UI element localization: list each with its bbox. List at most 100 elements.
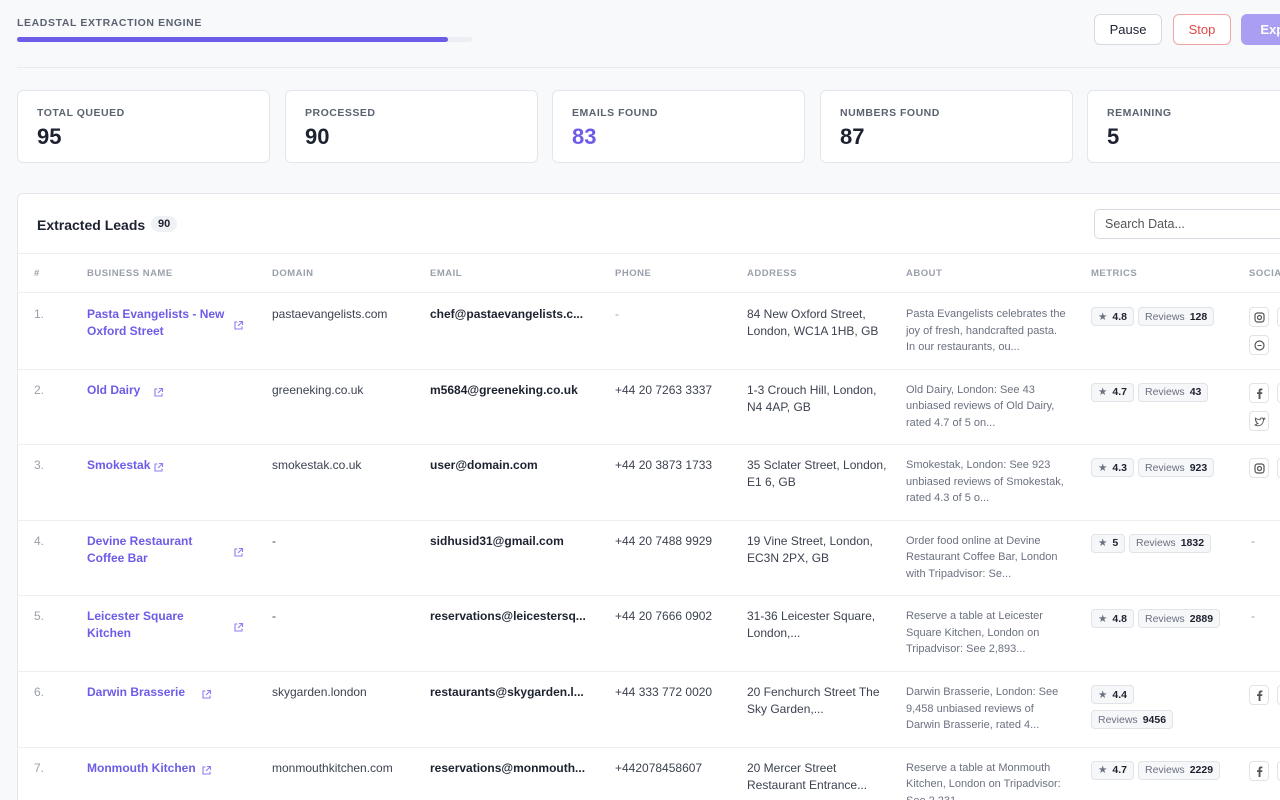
row-divider xyxy=(18,368,1280,370)
column-header: PHONE xyxy=(615,268,652,279)
social-icon[interactable] xyxy=(1249,458,1269,479)
social-empty: - xyxy=(1251,609,1255,624)
reviews-count: 2229 xyxy=(1189,764,1214,777)
business-name[interactable]: Darwin Brasserie xyxy=(87,685,186,699)
domain: smokestak.co.uk xyxy=(272,458,362,473)
social-icon[interactable] xyxy=(1277,760,1280,781)
app-title: LEADSTAL EXTRACTION ENGINE xyxy=(17,17,202,29)
search-input[interactable]: Search Data... xyxy=(1094,209,1280,239)
panel-title: Extracted Leads xyxy=(37,217,146,233)
social-icon[interactable] xyxy=(1249,410,1269,431)
address: 35 Sclater Street, London, E1 6, GB xyxy=(747,458,887,490)
column-header: SOCIAL xyxy=(1249,268,1280,279)
row-index: 7. xyxy=(34,760,45,775)
pause-button[interactable]: Pause xyxy=(1094,14,1162,45)
business-name[interactable]: Leicester Square Kitchen xyxy=(87,609,184,641)
phone: +44 20 7666 0902 xyxy=(615,609,713,624)
social-icon[interactable] xyxy=(1277,458,1280,479)
reviews-chip: Reviews 128 xyxy=(1138,307,1215,326)
phone: +44 20 7263 3337 xyxy=(615,382,713,397)
address: 20 Fenchurch Street The Sky Garden,... xyxy=(747,685,880,716)
row-index: 6. xyxy=(34,685,45,699)
column-header: BUSINESS NAME xyxy=(87,268,173,279)
stat-label: TOTAL QUEUED xyxy=(37,107,125,119)
row-index: 5. xyxy=(34,609,45,624)
reviews-label: Reviews xyxy=(1145,386,1185,399)
rating: 5 xyxy=(1112,537,1119,550)
address: 19 Vine Street, London, EC3N 2PX, GB xyxy=(747,533,873,565)
social-icon[interactable] xyxy=(1249,335,1269,355)
social-icon[interactable] xyxy=(1249,307,1269,327)
phone: +44 20 3873 1733 xyxy=(615,458,713,473)
domain: - xyxy=(272,609,276,624)
reviews-chip: Reviews 9456 xyxy=(1091,710,1174,729)
email: reservations@monmouth... xyxy=(430,760,586,775)
divider xyxy=(18,253,1280,254)
business-name[interactable]: Smokestak xyxy=(87,458,151,473)
row-divider xyxy=(18,444,1280,446)
email: sidhusid31@gmail.com xyxy=(430,533,564,548)
column-header: METRICS xyxy=(1091,268,1138,279)
progress-track xyxy=(17,37,472,42)
social-icon[interactable] xyxy=(1249,685,1269,705)
stop-button[interactable]: Stop xyxy=(1173,14,1231,45)
phone: +44 20 7488 9929 xyxy=(615,533,713,548)
external-link-icon[interactable] xyxy=(233,620,244,632)
row-divider xyxy=(18,595,1280,597)
stat-card: REMAINING 5 xyxy=(1087,90,1280,163)
rating: 4.7 xyxy=(1112,386,1128,399)
reviews-count: 128 xyxy=(1189,310,1208,323)
domain: greeneking.co.uk xyxy=(272,382,364,397)
column-header: ADDRESS xyxy=(747,268,797,279)
email: user@domain.com xyxy=(430,458,538,473)
rating: 4.3 xyxy=(1112,461,1128,474)
about: Smokestak, London: See 923 unbiased revi… xyxy=(906,459,1064,505)
stat-value: 87 xyxy=(840,124,865,149)
row-index: 4. xyxy=(34,533,45,548)
external-link-icon[interactable] xyxy=(201,763,212,775)
external-link-icon[interactable] xyxy=(233,318,244,330)
email: restaurants@skygarden.l... xyxy=(430,685,584,699)
social-icon[interactable] xyxy=(1277,382,1280,403)
reviews-label: Reviews xyxy=(1145,612,1185,625)
reviews-label: Reviews xyxy=(1145,764,1185,777)
stat-label: PROCESSED xyxy=(305,107,376,119)
social-empty: - xyxy=(1251,533,1255,548)
business-name[interactable]: Monmouth Kitchen xyxy=(87,760,196,775)
reviews-count: 9456 xyxy=(1142,713,1167,726)
reviews-label: Reviews xyxy=(1145,461,1185,474)
row-index: 3. xyxy=(34,458,45,473)
phone: +44 333 772 0020 xyxy=(615,685,713,699)
business-name[interactable]: Old Dairy xyxy=(87,382,141,397)
external-link-icon[interactable] xyxy=(201,687,212,699)
reviews-chip: Reviews 43 xyxy=(1138,382,1209,402)
email: chef@pastaevangelists.c... xyxy=(430,307,584,321)
about: Reserve a table at Leicester Square Kitc… xyxy=(906,610,1043,656)
export-button[interactable]: Export xyxy=(1241,14,1280,45)
external-link-icon[interactable] xyxy=(233,545,244,557)
reviews-label: Reviews xyxy=(1136,537,1176,550)
external-link-icon[interactable] xyxy=(153,460,164,472)
external-link-icon[interactable] xyxy=(153,385,164,397)
progress-fill xyxy=(17,37,449,42)
rating-chip: ★ 4.7 xyxy=(1091,760,1135,780)
address: 31-36 Leicester Square, London,... xyxy=(747,609,876,641)
reviews-label: Reviews xyxy=(1145,310,1185,323)
social-icon[interactable] xyxy=(1249,382,1269,403)
about: Darwin Brasserie, London: See 9,458 unbi… xyxy=(906,686,1059,731)
column-header: EMAIL xyxy=(430,268,463,279)
rating: 4.4 xyxy=(1112,688,1128,701)
lead-count: 90 xyxy=(151,216,178,232)
business-name[interactable]: Devine Restaurant Coffee Bar xyxy=(87,533,193,565)
stat-card: PROCESSED 90 xyxy=(285,90,538,163)
business-name[interactable]: Pasta Evangelists - New Oxford Street xyxy=(87,307,225,338)
rating-chip: ★ 4.7 xyxy=(1091,382,1135,402)
reviews-count: 43 xyxy=(1189,386,1202,399)
social-icon[interactable] xyxy=(1277,307,1280,327)
rating-chip: ★ 4.4 xyxy=(1091,685,1135,704)
social-icon[interactable] xyxy=(1277,685,1280,705)
column-header: # xyxy=(34,268,40,279)
stat-label: EMAILS FOUND xyxy=(572,107,658,119)
social-icon[interactable] xyxy=(1249,760,1269,781)
